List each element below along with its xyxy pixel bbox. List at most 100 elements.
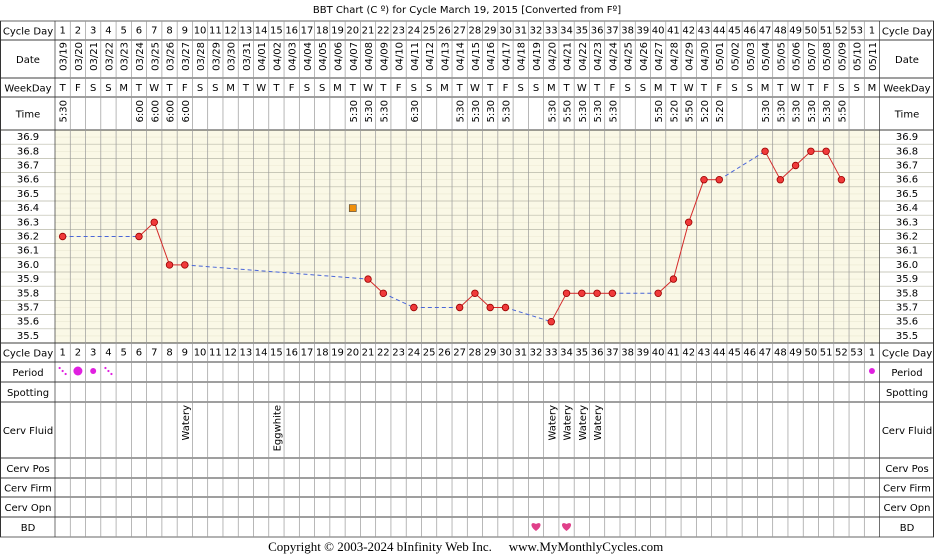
cycle-day: 32 [530, 26, 543, 37]
cycle-day: 43 [698, 348, 711, 359]
row-label: Cerv Fluid [3, 426, 53, 437]
date: 04/23 [593, 42, 604, 71]
y-tick-label: 36.5 [17, 189, 39, 200]
temp-point [807, 147, 815, 155]
weekday: S [304, 83, 310, 94]
cycle-day: 25 [423, 26, 436, 37]
y-tick-label: 36.4 [17, 203, 39, 214]
cycle-day: 14 [255, 348, 268, 359]
date: 04/30 [700, 42, 711, 71]
temp-point [685, 218, 693, 226]
cycle-day: 47 [759, 26, 772, 37]
cycle-day: 2 [75, 26, 81, 37]
chart-title: BBT Chart (C º) for Cycle March 19, 2015… [313, 5, 621, 16]
weekday: T [562, 83, 570, 94]
row-label: WeekDay [883, 84, 930, 95]
date: 05/06 [792, 42, 803, 71]
cycle-day: 33 [545, 348, 558, 359]
row-label: BD [900, 523, 915, 534]
temp-line [688, 179, 705, 223]
row-label: Cerv Pos [6, 464, 49, 475]
temp-point [776, 175, 785, 184]
temp-point [410, 303, 418, 312]
date: 04/16 [486, 42, 497, 71]
temp-point [593, 289, 601, 297]
cycle-day: 40 [652, 348, 665, 359]
temp-point [150, 218, 158, 226]
date: 03/19 [59, 42, 70, 71]
weekday: S [518, 83, 524, 94]
date: 04/13 [440, 42, 451, 71]
cycle-day: 40 [652, 26, 665, 37]
cycle-day: 18 [316, 26, 329, 37]
weekday: M [761, 83, 770, 94]
temp-line [153, 222, 170, 266]
row-label: Cerv Opn [884, 503, 931, 514]
bd-heart [531, 523, 541, 531]
gap-line [184, 264, 369, 280]
period-dot [58, 366, 61, 370]
cycle-day: 22 [377, 26, 390, 37]
cycle-day: 29 [484, 26, 497, 37]
date: 04/05 [318, 42, 329, 71]
discarded-temp [348, 204, 357, 212]
temp-point [761, 147, 769, 155]
weekday: M [119, 83, 128, 94]
y-tick-label: 35.8 [896, 288, 918, 299]
cycle-day: 37 [606, 348, 619, 359]
row-label: WeekDay [4, 84, 51, 95]
date: 05/02 [731, 42, 742, 71]
time: 5:30 [59, 100, 70, 122]
period-dot [64, 372, 67, 376]
date: 05/07 [807, 42, 818, 71]
y-tick-label: 36.3 [17, 217, 39, 228]
date: 03/25 [150, 42, 161, 71]
cycle-day: 45 [728, 26, 741, 37]
date: 03/23 [120, 42, 131, 71]
cycle-day: 12 [224, 26, 237, 37]
cycle-day: 9 [182, 26, 188, 37]
row-label: Date [16, 55, 40, 66]
date: 03/24 [135, 42, 146, 71]
time: 5:50 [837, 100, 848, 122]
row-label: Cycle Day [882, 349, 932, 360]
date: 04/15 [471, 42, 482, 71]
date: 04/29 [685, 42, 696, 71]
weekday: W [577, 83, 587, 94]
temp-point [578, 289, 586, 297]
y-tick-label: 35.6 [896, 317, 918, 328]
weekday: M [226, 83, 235, 94]
weekday: W [470, 83, 480, 94]
weekday: M [333, 83, 342, 94]
cycle-day: 28 [469, 348, 482, 359]
time: 5:30 [776, 100, 787, 122]
weekday: S [90, 83, 96, 94]
cycle-day: 17 [301, 26, 314, 37]
date: 05/04 [761, 42, 772, 71]
time: 5:30 [379, 100, 390, 122]
time: 6:00 [150, 100, 161, 122]
y-tick-label: 35.5 [17, 331, 39, 342]
period-dot [61, 369, 64, 373]
row-label: Cerv Pos [885, 464, 928, 475]
cycle-day: 39 [637, 348, 650, 359]
time: 5:20 [715, 100, 726, 122]
cycle-day: 38 [621, 26, 634, 37]
temp-point [822, 147, 830, 155]
cycle-day: 23 [392, 348, 405, 359]
row-label: Cerv Opn [5, 503, 52, 514]
time: 5:30 [822, 100, 833, 122]
cycle-day: 48 [774, 348, 787, 359]
cycle-day: 41 [667, 26, 680, 37]
date: 05/11 [868, 42, 879, 71]
date: 05/09 [837, 42, 848, 71]
cycle-day: 31 [514, 348, 527, 359]
date: 04/26 [639, 42, 650, 71]
cycle-day: 11 [209, 348, 222, 359]
weekday: W [684, 83, 694, 94]
weekday: W [149, 83, 159, 94]
cycle-day: 36 [591, 26, 604, 37]
weekday: S [533, 83, 539, 94]
cycle-day: 35 [575, 348, 588, 359]
y-tick-label: 36.6 [17, 175, 39, 186]
